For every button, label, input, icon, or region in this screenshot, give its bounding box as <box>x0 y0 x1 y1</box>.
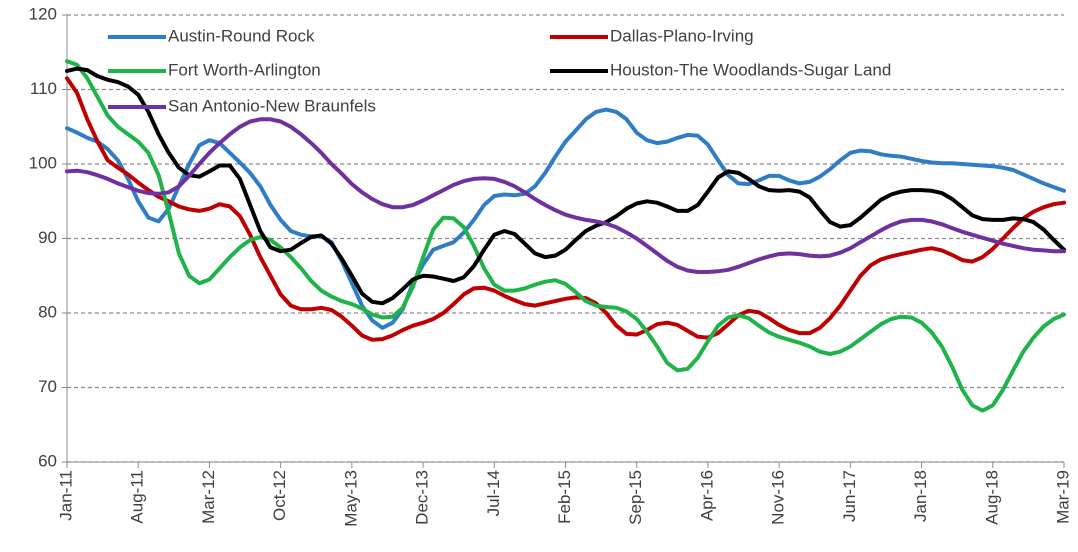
y-tick-label: 110 <box>30 79 57 98</box>
x-tick-label: Jul-14 <box>484 470 503 516</box>
y-tick-label: 70 <box>38 377 57 396</box>
series-line <box>65 76 1066 342</box>
series-line <box>65 117 1066 274</box>
x-tick-label: Feb-15 <box>555 470 574 524</box>
y-tick-label: 90 <box>38 228 57 247</box>
x-tick-label: May-13 <box>341 470 360 527</box>
y-tick-label: 60 <box>38 451 57 470</box>
x-tick-label: Jan-11 <box>56 470 75 521</box>
x-tick-label: Aug-11 <box>128 470 147 524</box>
x-tick-label: Jan-18 <box>911 470 930 522</box>
x-tick-label: Jun-17 <box>840 470 859 522</box>
x-tick-label: Nov-16 <box>769 470 788 525</box>
legend-label: San Antonio-New Braunfels <box>168 96 376 115</box>
legend-label: Houston-The Woodlands-Sugar Land <box>610 60 891 79</box>
x-tick-label: Oct-12 <box>270 470 289 521</box>
x-tick-label: Mar-12 <box>199 470 218 524</box>
legend-label: Austin-Round Rock <box>168 26 315 45</box>
x-tick-label: Dec-13 <box>413 470 432 525</box>
y-tick-label: 100 <box>29 153 57 172</box>
x-tick-label: Sep-15 <box>626 470 645 525</box>
series-line <box>65 59 1066 413</box>
x-tick-label: Aug-18 <box>982 470 1001 525</box>
x-tick-label: Mar-19 <box>1053 470 1072 524</box>
y-tick-label: 80 <box>38 302 57 321</box>
legend-label: Fort Worth-Arlington <box>168 60 321 79</box>
series-line <box>65 66 1066 306</box>
series-line <box>65 107 1066 330</box>
x-tick-label: Apr-16 <box>697 470 716 521</box>
y-tick-label: 120 <box>29 4 57 23</box>
legend-label: Dallas-Plano-Irving <box>610 26 754 45</box>
